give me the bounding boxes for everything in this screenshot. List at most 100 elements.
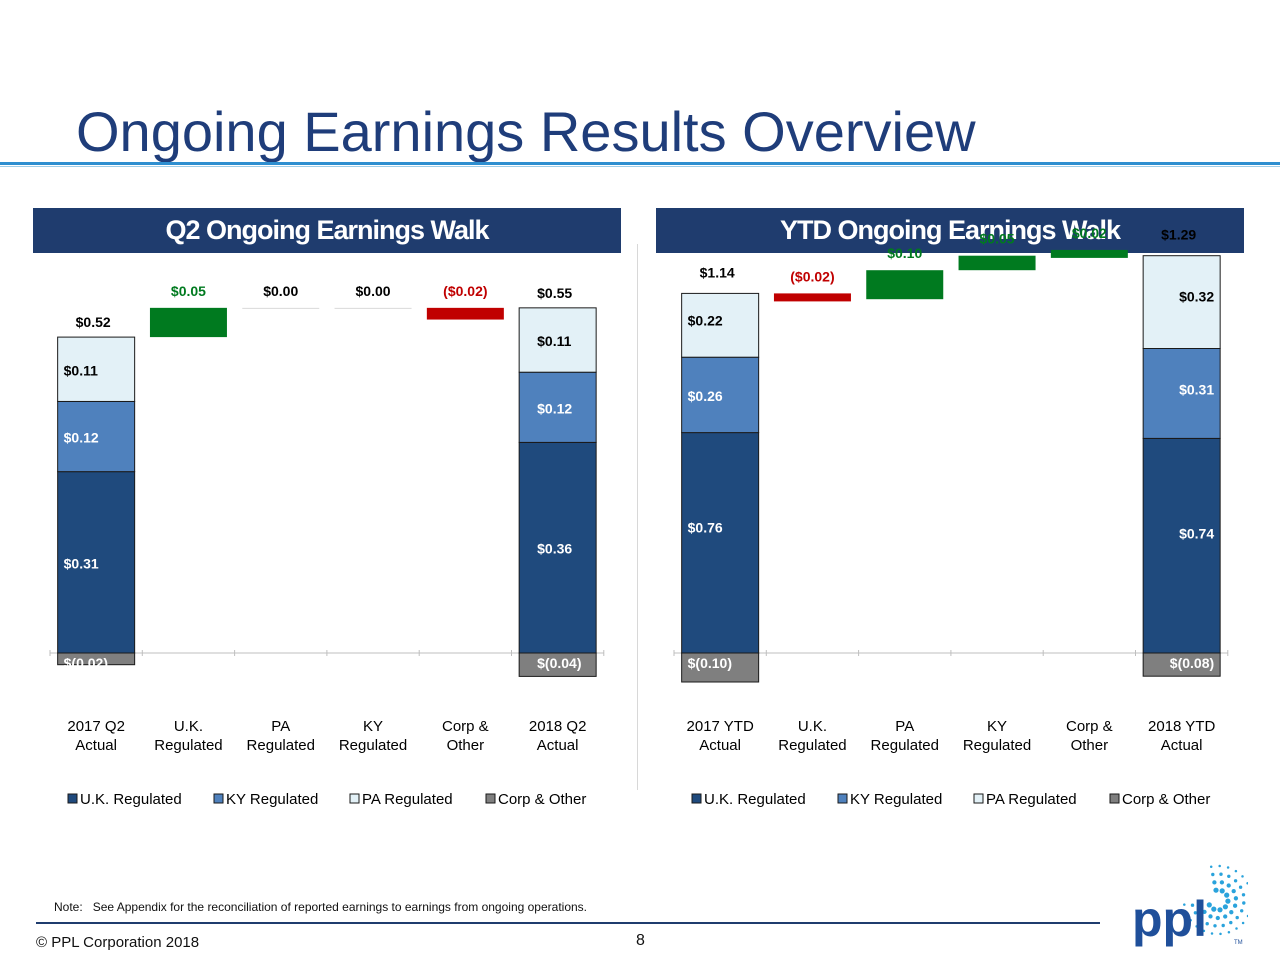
logo-ray-dot (1224, 892, 1230, 898)
logo-ray-dot (1234, 869, 1238, 873)
q2-category-label: Actual (75, 737, 117, 754)
logo-ray-dot (1235, 927, 1238, 930)
ytd-change-label: $0.02 (1072, 225, 1107, 241)
ytd-bar-u-k-regulated (1142, 437, 1221, 654)
panel-divider (637, 244, 638, 790)
logo-text: ppl (1132, 891, 1207, 947)
logo-ray-dot (1198, 917, 1203, 921)
logo-ray-dot (1218, 864, 1221, 868)
logo-ray-dot (1222, 904, 1228, 910)
logo-ray-dot (1242, 901, 1246, 905)
ytd-category-label: U.K. (798, 718, 827, 735)
ytd-bar-pa-regulated (1142, 255, 1221, 349)
title-underline (0, 162, 1280, 165)
logo-ray-dot (1241, 921, 1245, 925)
ytd-bar-label-ky-regulated: $0.26 (688, 388, 723, 404)
logo-ray-dot (1211, 906, 1217, 912)
footnote-label: Note: (54, 900, 83, 914)
q2-bar-pa-regulated (518, 307, 597, 373)
q2-change-bar-no-change (242, 307, 320, 309)
logo-ray-dot (1231, 888, 1236, 894)
footnote: Note: See Appendix for the reconciliation… (54, 900, 587, 914)
q2-category-label: Actual (537, 737, 579, 754)
logo-ray-dot (1212, 880, 1217, 885)
logo-ray-dot (1205, 922, 1209, 926)
q2-legend-label-pa-regulated: PA Regulated (362, 791, 453, 808)
logo-ray-dot (1219, 880, 1225, 885)
logo-ray-dot (1225, 898, 1231, 904)
ytd-bar-label-pa-regulated: $0.22 (688, 312, 723, 328)
page-title: Ongoing Earnings Results Overview (76, 100, 976, 163)
ytd-category-label: 2017 YTD (687, 718, 754, 735)
logo-ray-dot (1240, 909, 1244, 913)
logo-ray-dot (1229, 920, 1233, 925)
ytd-category-label: Actual (699, 737, 741, 754)
ytd-category-label: 2018 YTD (1148, 718, 1215, 735)
ytd-bar-label-corp-other: $(0.08) (1170, 655, 1214, 671)
ytd-bar-u-k-regulated (681, 432, 760, 654)
ytd-bar-pa-regulated (681, 292, 760, 358)
q2-category-label: Regulated (154, 737, 222, 754)
q2-category-label: U.K. (174, 718, 203, 735)
q2-category-label: Other (447, 737, 485, 754)
logo-ray-dot (1213, 887, 1219, 893)
ytd-panel-header: YTD Ongoing Earnings Walk (656, 208, 1244, 253)
q2-change-bar-no-change (334, 307, 412, 309)
logo-ray-dot (1238, 885, 1243, 889)
ytd-change-label: ($0.02) (790, 268, 834, 284)
q2-change-label: $0.05 (171, 283, 206, 299)
ytd-bar-label-u-k-regulated: $0.76 (688, 520, 723, 536)
q2-legend-label-corp-other: Corp & Other (498, 791, 586, 808)
q2-bar-u-k-regulated (518, 441, 597, 654)
q2-bar-pa-regulated (57, 336, 136, 402)
ytd-legend-swatch-u-k-regulated (691, 793, 702, 804)
q2-legend-label-u-k-regulated: U.K. Regulated (80, 791, 182, 808)
logo-ray-dot (1202, 909, 1207, 915)
q2-legend-swatch-pa-regulated (349, 793, 360, 804)
logo-ray-dot (1185, 911, 1188, 915)
ytd-category-label: KY (987, 718, 1007, 735)
ytd-bar-ky-regulated (681, 356, 760, 434)
ytd-legend-label-u-k-regulated: U.K. Regulated (704, 791, 806, 808)
ytd-legend-swatch-ky-regulated (837, 793, 848, 804)
logo-ray-dot (1189, 919, 1192, 922)
logo-ray-dot (1229, 910, 1234, 915)
ytd-change-label: $0.05 (980, 231, 1015, 247)
q2-change-label: $0.00 (356, 283, 391, 299)
q2-bar-label-pa-regulated: $0.11 (537, 333, 571, 349)
ytd-category-label: Regulated (778, 737, 846, 754)
ytd-change-bar-increase (866, 270, 944, 300)
ytd-category-label: Corp & (1066, 718, 1113, 735)
q2-category-label: KY (363, 718, 383, 735)
logo-ray-dot (1213, 924, 1217, 928)
q2-total-label: $0.52 (76, 314, 111, 330)
logo-ray-dot (1235, 915, 1239, 920)
ytd-category-label: Regulated (963, 737, 1031, 754)
ytd-bar-label-pa-regulated: $0.32 (1179, 289, 1214, 305)
ytd-category-label: Regulated (871, 737, 939, 754)
q2-bar-ky-regulated (57, 400, 136, 473)
logo-ray-dot (1226, 866, 1230, 869)
ytd-legend-label-pa-regulated: PA Regulated (986, 791, 1077, 808)
q2-legend-swatch-corp-other (485, 793, 496, 804)
q2-bar-ky-regulated (518, 371, 597, 443)
q2-category-label: Regulated (339, 737, 407, 754)
logo-ray-dot (1219, 872, 1223, 876)
ytd-category-label: Other (1071, 737, 1109, 754)
logo-ray-dot (1190, 903, 1195, 907)
logo-ray-dot (1223, 914, 1228, 919)
q2-category-label: PA (271, 718, 290, 735)
q2-category-label: Corp & (442, 718, 489, 735)
logo-ray-dot (1241, 893, 1246, 897)
logo-ray-dot (1217, 907, 1223, 913)
ytd-total-label: $1.29 (1161, 227, 1196, 243)
logo-ray-dot (1233, 896, 1239, 901)
ytd-total-label: $1.14 (700, 264, 735, 280)
logo-ray-dot (1198, 903, 1203, 908)
logo-ray-dot (1210, 932, 1214, 935)
q2-legend-label-ky-regulated: KY Regulated (226, 791, 318, 808)
ytd-bar-label-corp-other: $(0.10) (688, 655, 732, 671)
logo-ray-dot (1227, 874, 1231, 878)
q2-bar-label-corp-other: $(0.02) (64, 655, 108, 671)
